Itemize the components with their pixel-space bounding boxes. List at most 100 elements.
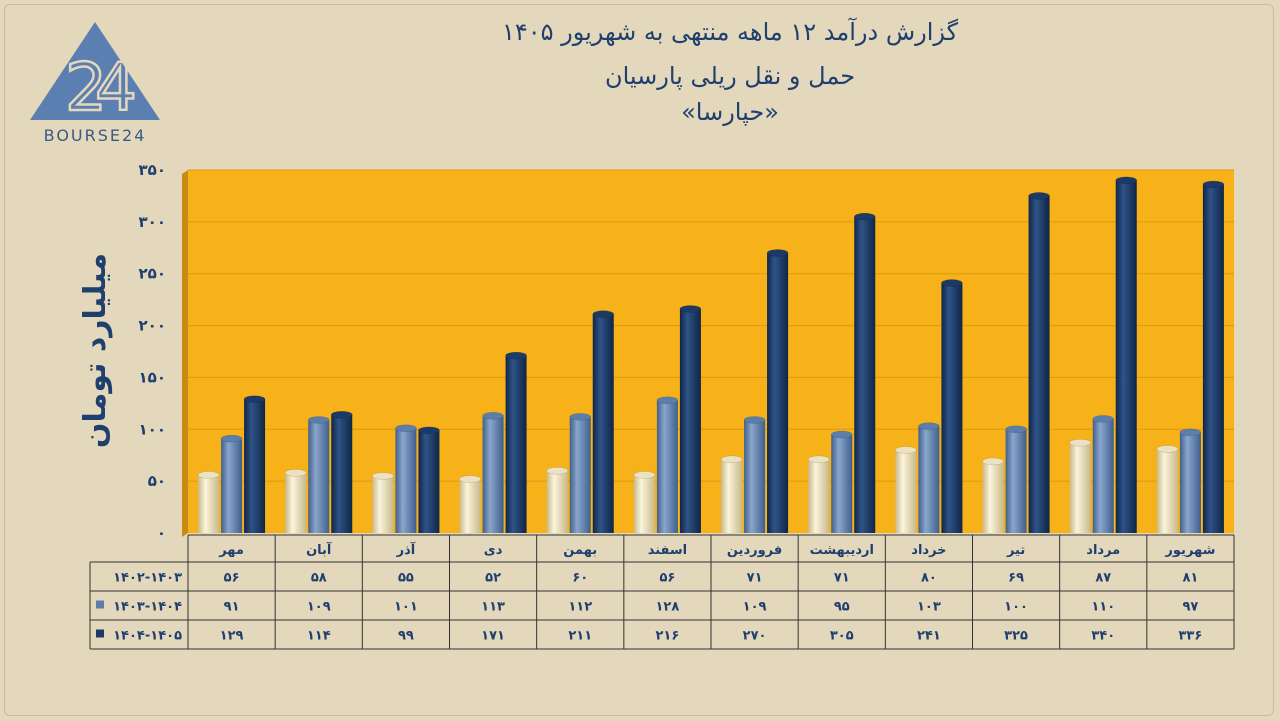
- bar: [1092, 418, 1114, 533]
- data-label: ۶۹: [1008, 571, 1024, 586]
- series-name: ۱۴۰۳-۱۴۰۴: [113, 600, 182, 615]
- data-label: ۸۰: [921, 571, 937, 586]
- data-label: ۷۱: [834, 571, 850, 586]
- bar: [744, 419, 766, 533]
- data-label: ۳۳۶: [1179, 629, 1203, 644]
- bar-cap: [220, 434, 243, 443]
- bar-cap: [720, 455, 743, 464]
- data-label: ۸۷: [1095, 571, 1111, 586]
- bar: [221, 438, 243, 533]
- category-label: شهریور: [1164, 543, 1215, 558]
- category-label: اسفند: [648, 543, 687, 558]
- bar: [592, 314, 614, 533]
- data-label: ۳۰۵: [830, 629, 854, 644]
- bar-cap: [331, 411, 353, 419]
- data-label: ۵۶: [659, 571, 675, 586]
- data-label: ۳۲۵: [1004, 629, 1028, 644]
- bar-cap: [1069, 439, 1091, 447]
- data-label: ۱۱۳: [481, 600, 505, 615]
- bar-cap: [656, 396, 679, 404]
- y-tick-label: ۳۰۰: [139, 213, 166, 231]
- bar-cap: [285, 469, 307, 477]
- bar: [459, 479, 481, 533]
- bar-cap: [982, 457, 1004, 466]
- category-label: تیر: [1006, 543, 1025, 558]
- bar: [767, 252, 789, 533]
- bar-cap: [243, 395, 266, 403]
- bar-cap: [1115, 176, 1137, 185]
- bar: [918, 426, 940, 533]
- data-label: ۱۱۴: [307, 629, 331, 644]
- bar-cap: [679, 305, 702, 313]
- data-label: ۱۰۱: [394, 600, 418, 615]
- bar: [395, 428, 417, 533]
- bar-cap: [1005, 425, 1027, 434]
- bar: [1005, 429, 1027, 533]
- data-label: ۱۱۲: [568, 600, 592, 615]
- bar-cap: [895, 446, 917, 454]
- bar: [1069, 442, 1091, 533]
- bar: [418, 430, 440, 533]
- bar: [505, 355, 527, 533]
- plot-background: [188, 170, 1234, 533]
- data-label: ۱۲۸: [656, 600, 680, 615]
- bar-cap: [633, 471, 656, 479]
- bar-cap: [1028, 192, 1050, 200]
- bar: [1115, 180, 1137, 533]
- bar-cap: [482, 412, 504, 420]
- series-name: ۱۴۰۲-۱۴۰۳: [113, 571, 182, 586]
- bar-cap: [592, 310, 614, 318]
- bar: [982, 461, 1004, 533]
- bar-cap: [854, 212, 876, 221]
- bar-cap: [918, 422, 940, 430]
- bar-cap: [831, 430, 853, 439]
- y-tick-label: ۱۰۰: [139, 420, 166, 438]
- plot-side-wall: [182, 170, 188, 537]
- bar-cap: [569, 413, 591, 421]
- bar: [285, 472, 307, 533]
- bar: [633, 474, 655, 533]
- data-label: ۹۷: [1182, 600, 1198, 615]
- bar: [679, 308, 701, 533]
- bar-cap: [743, 416, 766, 424]
- bar-cap: [546, 467, 568, 475]
- bar: [372, 475, 394, 533]
- bar: [1202, 184, 1224, 533]
- bar: [1156, 448, 1178, 533]
- category-label: دی: [484, 543, 503, 558]
- data-label: ۱۲۹: [220, 629, 244, 644]
- bar-cap: [395, 424, 417, 432]
- data-label: ۵۶: [224, 571, 240, 586]
- bar: [569, 416, 591, 533]
- chart-frame: [4, 4, 1274, 716]
- category-label: بهمن: [563, 543, 597, 558]
- category-label: فروردین: [727, 543, 782, 558]
- category-label: آبان: [306, 541, 332, 558]
- svg-text:4: 4: [95, 49, 137, 126]
- data-label: ۷۱: [747, 571, 763, 586]
- data-label: ۱۰۹: [743, 600, 767, 615]
- bar-cap: [418, 426, 440, 435]
- bar: [482, 415, 504, 533]
- legend-swatch: [96, 629, 104, 638]
- data-label: ۵۸: [311, 571, 327, 586]
- data-label: ۶۰: [572, 571, 588, 586]
- bar: [308, 419, 330, 533]
- bar: [854, 216, 876, 533]
- bar-cap: [1179, 428, 1202, 437]
- bar: [895, 450, 917, 533]
- data-label: ۳۴۰: [1091, 629, 1115, 644]
- bar-cap: [808, 455, 830, 464]
- data-label: ۱۷۱: [481, 629, 505, 644]
- bar-cap: [941, 279, 963, 287]
- bourse24-logo: 2 4: [30, 22, 160, 127]
- bar: [721, 459, 743, 533]
- data-label: ۹۱: [224, 600, 240, 615]
- data-label: ۲۴۱: [917, 629, 941, 644]
- bar: [331, 414, 353, 533]
- data-label: ۱۰۳: [917, 600, 941, 615]
- data-label: ۵۵: [398, 571, 414, 586]
- data-label: ۵۲: [485, 571, 501, 586]
- bar: [1028, 195, 1050, 533]
